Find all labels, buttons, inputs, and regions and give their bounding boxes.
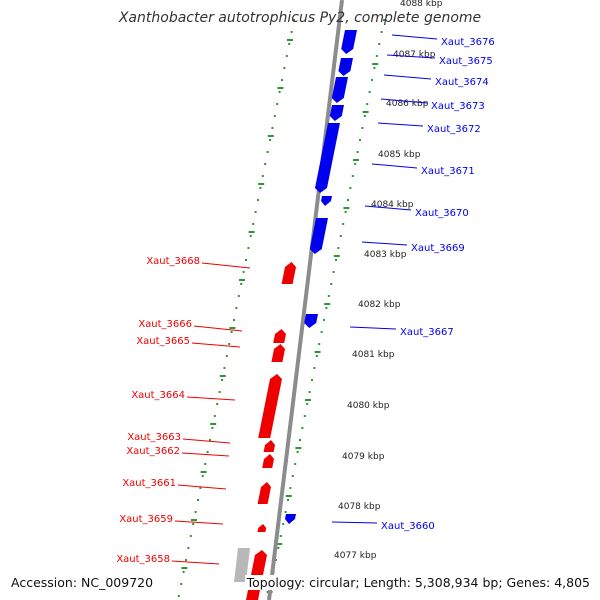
reverse-gene-arrow [273,329,286,343]
kbp-label: 4088 kbp [400,0,443,9]
reverse-gene-label: Xaut_3659 [119,514,173,525]
reverse-gene-leader [193,325,243,332]
kbp-label: 4085 kbp [378,150,421,160]
gene-labels: Xaut_3676 Xaut_3675 Xaut_3674 Xaut_3673 Xaut… [116,34,495,565]
reverse-gene-leader [191,342,241,348]
forward-gene-leader [361,241,408,246]
kbp-label: 4078 kbp [338,502,381,512]
kbp-label: 4080 kbp [347,401,390,411]
forward-gene-label: Xaut_3660 [381,521,435,532]
reverse-gene-label: Xaut_3668 [146,256,200,267]
reverse-gene-label: Xaut_3664 [131,390,185,401]
reverse-gene-arrow [281,262,296,284]
accession-text: Accession: NC_009720 [9,575,156,590]
gene-features [234,30,357,600]
forward-gene-label: Xaut_3667 [400,327,454,338]
forward-gene-label: Xaut_3675 [439,56,493,67]
scale-ticks: 4088 kbp 4087 kbp 4086 kbp 4085 kbp 4084 kbp… [177,0,443,597]
map-title: Xanthobacter autotrophicus Py2, complete… [118,10,482,26]
forward-gene-label: Xaut_3671 [421,166,475,177]
reverse-gene-label: Xaut_3661 [122,478,176,489]
forward-gene-label: Xaut_3674 [435,77,489,88]
forward-gene-label: Xaut_3673 [431,101,485,112]
reverse-gene-leader [171,560,220,565]
kbp-label: 4079 kbp [342,452,385,462]
forward-gene-label: Xaut_3672 [427,124,481,135]
reverse-gene-arrow [262,454,274,468]
reverse-gene-label: Xaut_3665 [136,336,190,347]
reverse-gene-label: Xaut_3663 [127,432,181,443]
forward-gene-leader [371,163,418,169]
reverse-gene-label: Xaut_3666 [138,319,192,330]
genome-summary-text: Topology: circular; Length: 5,308,934 bp… [244,575,592,590]
forward-gene-leader [380,98,428,104]
forward-gene-arrow [329,105,344,121]
reverse-gene-arrow [257,524,267,532]
reverse-gene-leader [201,262,251,269]
forward-gene-leader [364,205,412,211]
forward-gene-leader [331,521,378,524]
forward-gene-arrow [331,77,348,103]
forward-gene-arrow [341,30,357,54]
forward-gene-label: Xaut_3670 [415,208,469,219]
kbp-label: 4081 kbp [352,350,395,360]
reverse-gene-leader [181,452,230,457]
kbp-label: 4084 kbp [371,200,414,210]
forward-gene-leader [349,326,397,330]
reverse-gene-arrow [258,374,282,438]
kbp-label: 4087 kbp [393,50,436,60]
forward-gene-arrow [315,123,340,193]
reverse-gene-arrow [271,344,285,362]
reverse-gene-arrow [263,440,275,452]
backbone-line [267,0,344,600]
reverse-gene-label: Xaut_3662 [126,446,180,457]
forward-gene-leader [391,34,438,40]
reverse-gene-label: Xaut_3658 [116,554,170,565]
forward-gene-arrow [309,218,328,254]
reverse-gene-leader [177,484,227,490]
backbone [267,0,344,600]
other-feature-block [234,548,250,582]
forward-gene-arrow [304,314,318,328]
reverse-gene-leader [182,438,231,444]
forward-gene-leader [377,122,424,127]
kbp-label: 4083 kbp [364,250,407,260]
forward-gene-leader [383,74,432,80]
forward-gene-label: Xaut_3676 [441,37,495,48]
forward-gene-label: Xaut_3669 [411,243,465,254]
forward-gene-arrow [321,196,332,206]
reverse-gene-arrow [257,482,271,504]
forward-gene-leader [386,54,436,59]
forward-gene-arrow [285,514,296,524]
kbp-label: 4086 kbp [386,99,429,109]
kbp-label: 4082 kbp [358,300,401,310]
forward-gene-arrow [338,58,353,76]
reverse-gene-leader [174,520,224,525]
reverse-gene-leader [186,396,236,401]
kbp-label: 4077 kbp [334,551,377,561]
